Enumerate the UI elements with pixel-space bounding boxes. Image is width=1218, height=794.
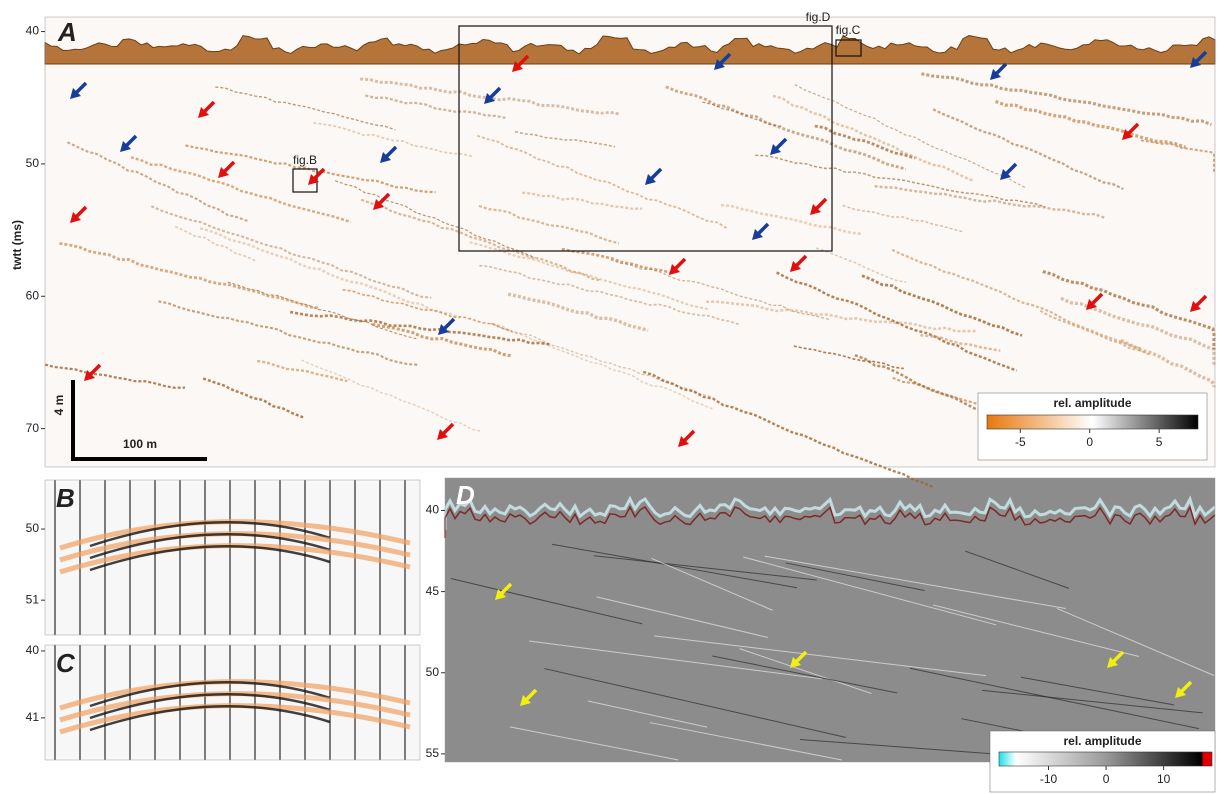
panel-d-image	[445, 478, 1215, 762]
inset-label: fig.B	[293, 153, 317, 167]
colorbar	[999, 752, 1212, 766]
y-tick-label: 70	[26, 421, 40, 435]
y-tick-label: 55	[426, 746, 440, 760]
colorbar-tick-label: -10	[1040, 772, 1058, 786]
y-tick-label: 50	[26, 521, 40, 535]
colorbar-tick-label: 5	[1156, 435, 1163, 449]
panel-letter: B	[56, 483, 75, 513]
colorbar-tick-label: -5	[1015, 435, 1026, 449]
panel-letter: A	[57, 17, 77, 47]
y-tick-label: 40	[26, 24, 40, 38]
inset-label: fig.D	[806, 10, 831, 24]
colorbar-tick-label: 0	[1086, 435, 1093, 449]
scale-label: 100 m	[123, 437, 157, 451]
scale-label: 4 m	[52, 395, 66, 416]
inset-label: fig.C	[836, 23, 861, 37]
y-tick-label: 40	[426, 503, 440, 517]
colorbar	[987, 415, 1198, 429]
y-tick-label: 60	[26, 288, 40, 302]
panel-letter: C	[56, 648, 76, 678]
y-tick-label: 50	[426, 665, 440, 679]
panel-letter: D	[456, 480, 475, 510]
figure: twtt (ms) A B C D 4050607050514041404550…	[0, 0, 1218, 794]
y-tick-label: 40	[26, 643, 40, 657]
colorbar-tick-label: 0	[1103, 772, 1110, 786]
colorbar-title: rel. amplitude	[1053, 396, 1131, 410]
y-tick-label: 45	[426, 584, 440, 598]
y-tick-label: 50	[26, 156, 40, 170]
y-tick-label: 51	[26, 592, 40, 606]
colorbar-title: rel. amplitude	[1063, 734, 1141, 748]
colorbar-tick-label: 10	[1157, 772, 1171, 786]
y-axis-label: twtt (ms)	[10, 220, 24, 270]
y-tick-label: 41	[26, 710, 40, 724]
